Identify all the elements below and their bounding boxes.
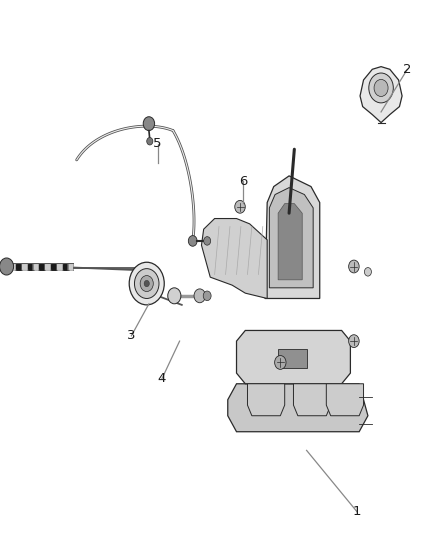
Polygon shape — [360, 67, 402, 123]
Circle shape — [235, 200, 245, 213]
Circle shape — [374, 79, 388, 96]
Polygon shape — [247, 384, 285, 416]
Circle shape — [275, 356, 286, 369]
Circle shape — [143, 117, 155, 131]
Circle shape — [349, 260, 359, 273]
Polygon shape — [278, 204, 302, 280]
Circle shape — [203, 291, 211, 301]
Circle shape — [147, 138, 153, 145]
Polygon shape — [278, 349, 307, 368]
Text: 3: 3 — [127, 329, 136, 342]
Circle shape — [129, 262, 164, 305]
Text: 2: 2 — [403, 63, 412, 76]
Circle shape — [188, 236, 197, 246]
Circle shape — [364, 268, 371, 276]
Polygon shape — [237, 330, 350, 384]
Circle shape — [168, 288, 181, 304]
Text: 5: 5 — [153, 138, 162, 150]
Circle shape — [349, 335, 359, 348]
Polygon shape — [201, 219, 267, 298]
Text: 1: 1 — [353, 505, 361, 518]
Polygon shape — [326, 384, 364, 416]
Text: 4: 4 — [158, 372, 166, 385]
Circle shape — [204, 237, 211, 245]
Polygon shape — [293, 384, 331, 416]
Circle shape — [194, 289, 205, 303]
Text: 6: 6 — [239, 175, 247, 188]
Polygon shape — [265, 176, 320, 298]
Circle shape — [144, 280, 149, 287]
Polygon shape — [269, 188, 313, 288]
Polygon shape — [228, 384, 368, 432]
Circle shape — [140, 276, 153, 292]
Circle shape — [134, 269, 159, 298]
Circle shape — [369, 73, 393, 103]
Circle shape — [0, 258, 14, 275]
